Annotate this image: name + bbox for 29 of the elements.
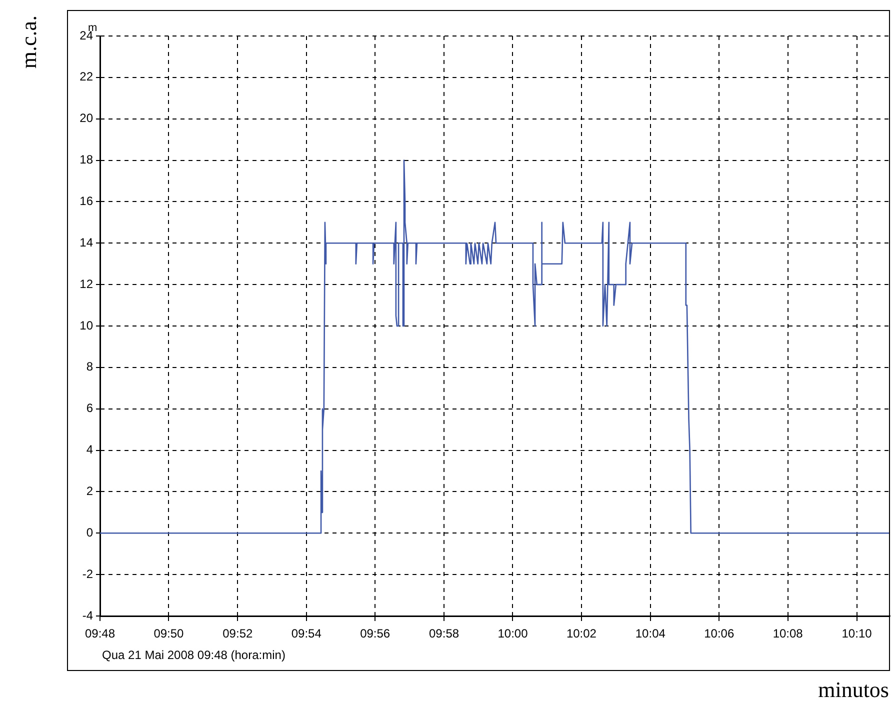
- x-tick-label: 10:00: [498, 626, 528, 641]
- y-tick-label: -2: [82, 566, 94, 581]
- text: Qua 21 Mai 2008 09:48 (hora:min): [102, 648, 286, 662]
- y-tick-label: 8: [86, 360, 94, 374]
- x-axis-title: minutos: [818, 677, 889, 702]
- x-tick-label: 09:48: [84, 626, 116, 641]
- x-tick-label: 10:08: [772, 626, 804, 641]
- y-tick-label: 12: [80, 276, 94, 291]
- x-tick-label: 09:56: [360, 626, 390, 641]
- x-tick-label: 09:54: [291, 626, 322, 641]
- y-tick-label: 6: [86, 401, 94, 416]
- y-tick-label: 10: [80, 318, 94, 332]
- x-tick-label: 10:04: [635, 626, 666, 641]
- y-tick-label: 22: [80, 70, 94, 84]
- x-tick-label: 09:52: [222, 626, 253, 641]
- y-tick-label: 18: [80, 152, 94, 167]
- y-tick-label: 20: [80, 111, 94, 126]
- x-tick-label: 10:10: [842, 626, 872, 641]
- x-tick-label: 09:50: [154, 626, 184, 641]
- y-tick-label: 0: [86, 525, 94, 540]
- x-tick-label: 10:06: [704, 626, 734, 641]
- y-tick-label: -4: [82, 608, 94, 622]
- y-tick-label: 16: [80, 194, 94, 208]
- y-tick-label: 14: [80, 235, 94, 250]
- x-tick-label: 10:02: [566, 626, 597, 641]
- y-axis-title: m.c.a.: [16, 15, 41, 69]
- y-tick-label: 4: [86, 442, 94, 457]
- x-tick-label: 09:58: [429, 626, 460, 641]
- y-tick-label: 2: [86, 484, 94, 498]
